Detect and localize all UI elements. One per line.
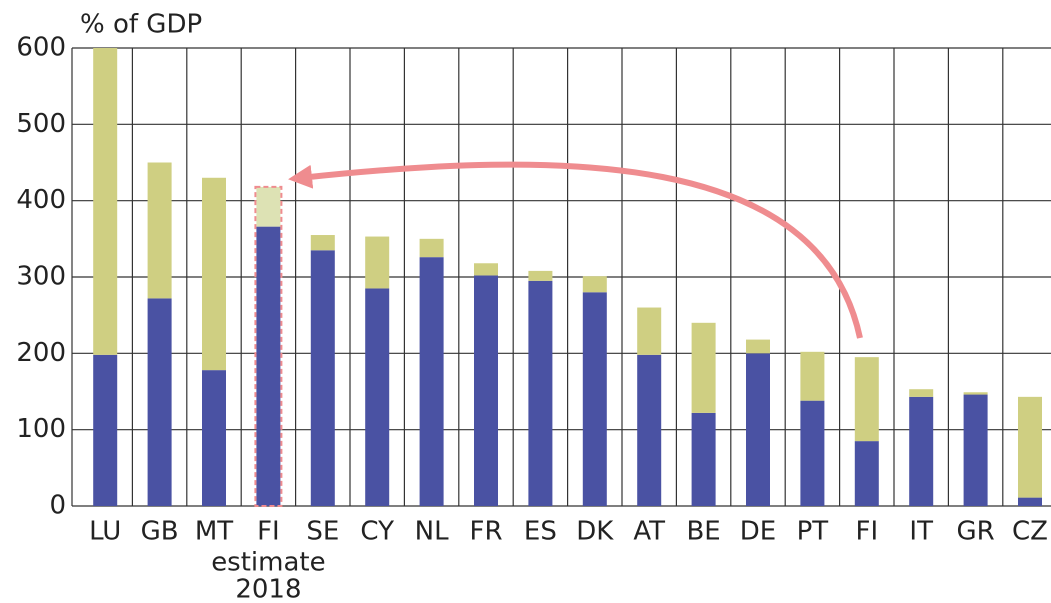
- bar-segment: [1018, 396, 1042, 498]
- bar-segment: [474, 263, 498, 276]
- x-tick-label: FR: [469, 517, 502, 547]
- bar-segment: [93, 354, 118, 506]
- bar-segment: [582, 292, 607, 506]
- bar-segment: [147, 162, 172, 299]
- annotation: estimate: [211, 548, 325, 578]
- x-tick-label: FI: [855, 517, 878, 547]
- bar-segment: [691, 322, 716, 413]
- bar-segment: [637, 307, 662, 355]
- x-tick-label: MT: [195, 517, 233, 547]
- bar-segment: [909, 389, 934, 397]
- bar-segment: [93, 48, 118, 355]
- x-tick-label: ES: [524, 517, 557, 547]
- bar-segment: [854, 441, 879, 506]
- bar-segment: [419, 257, 444, 506]
- annotation: 2018: [235, 575, 301, 603]
- x-tick-label: NL: [415, 517, 449, 547]
- bar-segment: [474, 275, 498, 506]
- bar-segment: [528, 270, 553, 281]
- bar-segment: [746, 353, 770, 506]
- bars: [93, 48, 1042, 507]
- bar-segment: [746, 339, 770, 354]
- bar-segment: [637, 354, 662, 506]
- y-tick-label: 0: [49, 491, 66, 521]
- bar-segment: [310, 235, 335, 251]
- bar-segment: [909, 396, 934, 506]
- y-tick-label: 400: [16, 185, 66, 215]
- bar-segment: [310, 250, 335, 506]
- x-tick-label: GR: [956, 517, 994, 547]
- x-tick-label: FI: [257, 517, 280, 547]
- y-tick-label: 500: [16, 109, 66, 139]
- bar-segment: [202, 177, 226, 371]
- y-tick-label: 200: [16, 338, 66, 368]
- bar-segment: [147, 298, 172, 506]
- x-tick-label: SE: [306, 517, 339, 547]
- x-tick-label: AT: [633, 517, 665, 547]
- bar-segment: [963, 394, 988, 506]
- y-tick-label: 100: [16, 414, 66, 444]
- bar-segment: [528, 280, 553, 506]
- y-tick-label: 600: [16, 33, 66, 63]
- bar-segment: [256, 226, 281, 506]
- bar-segment: [800, 351, 825, 401]
- bar-segment: [202, 370, 226, 506]
- bar-segment: [800, 400, 825, 506]
- x-tick-label: DE: [740, 517, 776, 547]
- bar-segment: [365, 288, 390, 506]
- x-tick-label: GB: [141, 517, 179, 547]
- bar-segment: [419, 238, 444, 258]
- bar-segment: [256, 186, 281, 227]
- grid: [71, 47, 1051, 507]
- x-tick-label: IT: [909, 517, 933, 547]
- bar-segment: [963, 392, 988, 395]
- x-tick-label: PT: [797, 517, 829, 547]
- x-tick-label: LU: [89, 517, 121, 547]
- x-tick-label: BE: [686, 517, 720, 547]
- highlight-box: [254, 185, 283, 507]
- bar-segment: [691, 412, 716, 506]
- bar-segment: [365, 236, 390, 289]
- x-tick-label: DK: [576, 517, 614, 547]
- bar-segment: [1018, 497, 1042, 506]
- y-tick-label: 300: [16, 262, 66, 292]
- x-tick-label: CZ: [1012, 517, 1048, 547]
- bar-segment: [582, 276, 607, 293]
- x-tick-label: CY: [360, 517, 394, 547]
- bar-segment: [854, 357, 879, 442]
- arrow: [288, 161, 863, 339]
- y-axis-label: % of GDP: [80, 10, 202, 40]
